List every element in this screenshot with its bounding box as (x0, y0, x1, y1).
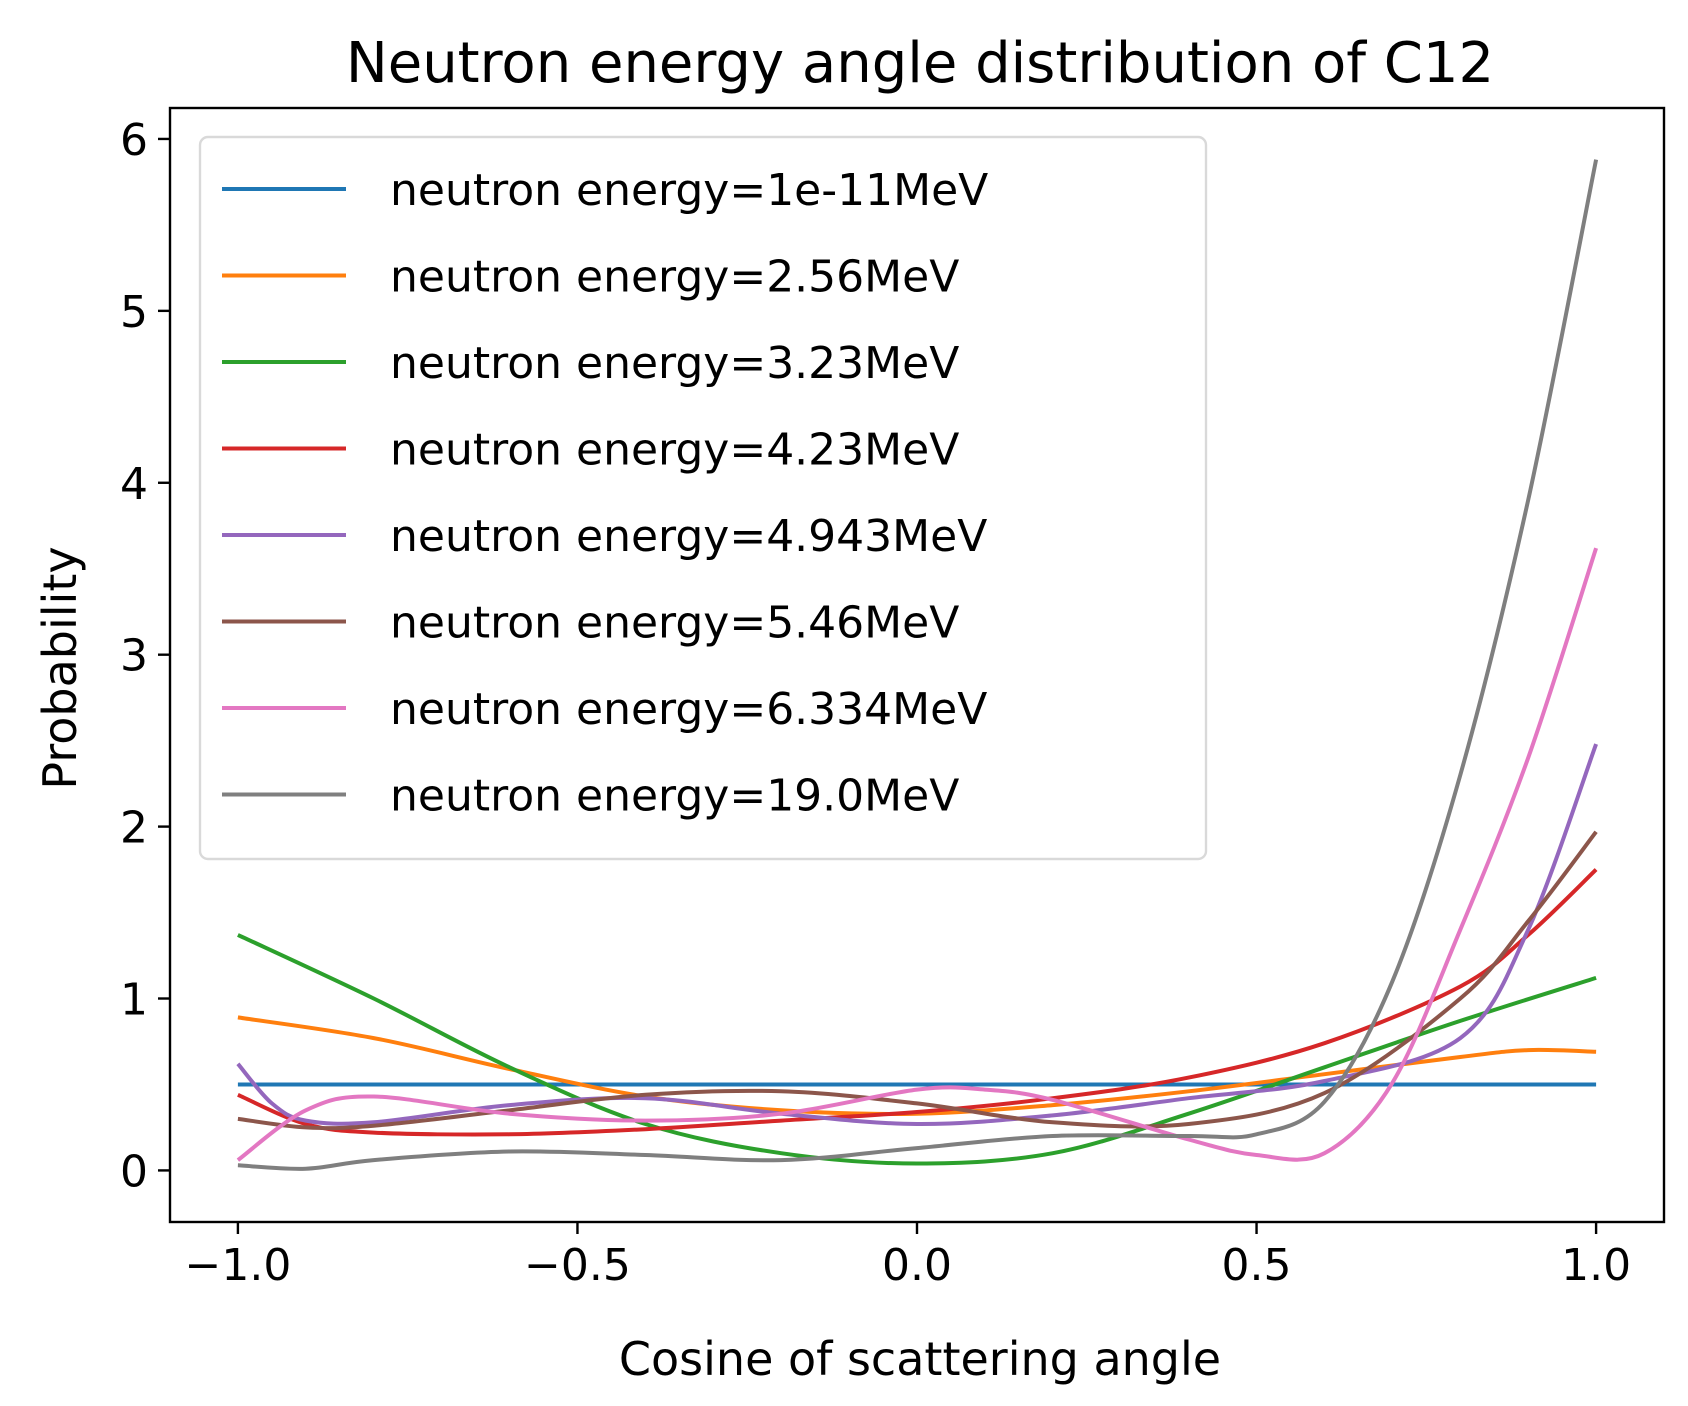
series-line-6 (237, 830, 1598, 1131)
legend-label: neutron energy=6.334MeV (390, 684, 987, 735)
series-line-4 (237, 868, 1598, 1137)
y-tick-label: 3 (120, 631, 148, 682)
y-tick-label: 5 (120, 287, 148, 338)
y-axis: 0 1 2 3 4 5 6 (120, 115, 170, 1197)
legend-label: neutron energy=2.56MeV (390, 252, 959, 303)
y-tick-label: 6 (120, 115, 148, 166)
chart-title: Neutron energy angle distribution of C12 (346, 31, 1494, 96)
series-line-2 (237, 1015, 1597, 1116)
legend: neutron energy=1e-11MeV neutron energy=2.… (198, 135, 1208, 861)
x-axis-label: Cosine of scattering angle (619, 1332, 1221, 1386)
x-tick-label: 0.5 (1222, 1240, 1292, 1291)
legend-label: neutron energy=19.0MeV (390, 771, 959, 822)
y-tick-label: 2 (120, 803, 148, 854)
y-axis-label: Probability (33, 546, 87, 789)
series-line-3 (237, 933, 1597, 1166)
series-line-7 (236, 547, 1599, 1162)
legend-label: neutron energy=1e-11MeV (390, 165, 988, 216)
x-axis: −1.0 −0.5 0.0 0.5 1.0 (184, 1222, 1631, 1291)
x-tick-label: −1.0 (184, 1240, 291, 1291)
legend-label: neutron energy=4.23MeV (390, 425, 959, 476)
y-tick-label: 4 (120, 459, 148, 510)
series-line-5 (236, 743, 1598, 1127)
series-line-8 (237, 159, 1599, 1171)
y-tick-label: 1 (120, 975, 148, 1026)
plot-content (236, 159, 1599, 1171)
x-tick-label: 1.0 (1561, 1240, 1631, 1291)
y-tick-label: 0 (120, 1146, 148, 1197)
legend-label: neutron energy=3.23MeV (390, 338, 959, 389)
x-tick-label: −0.5 (524, 1240, 631, 1291)
x-tick-label: 0.0 (882, 1240, 952, 1291)
legend-box (198, 135, 1208, 861)
legend-label: neutron energy=4.943MeV (390, 511, 987, 562)
legend-label: neutron energy=5.46MeV (390, 598, 959, 649)
